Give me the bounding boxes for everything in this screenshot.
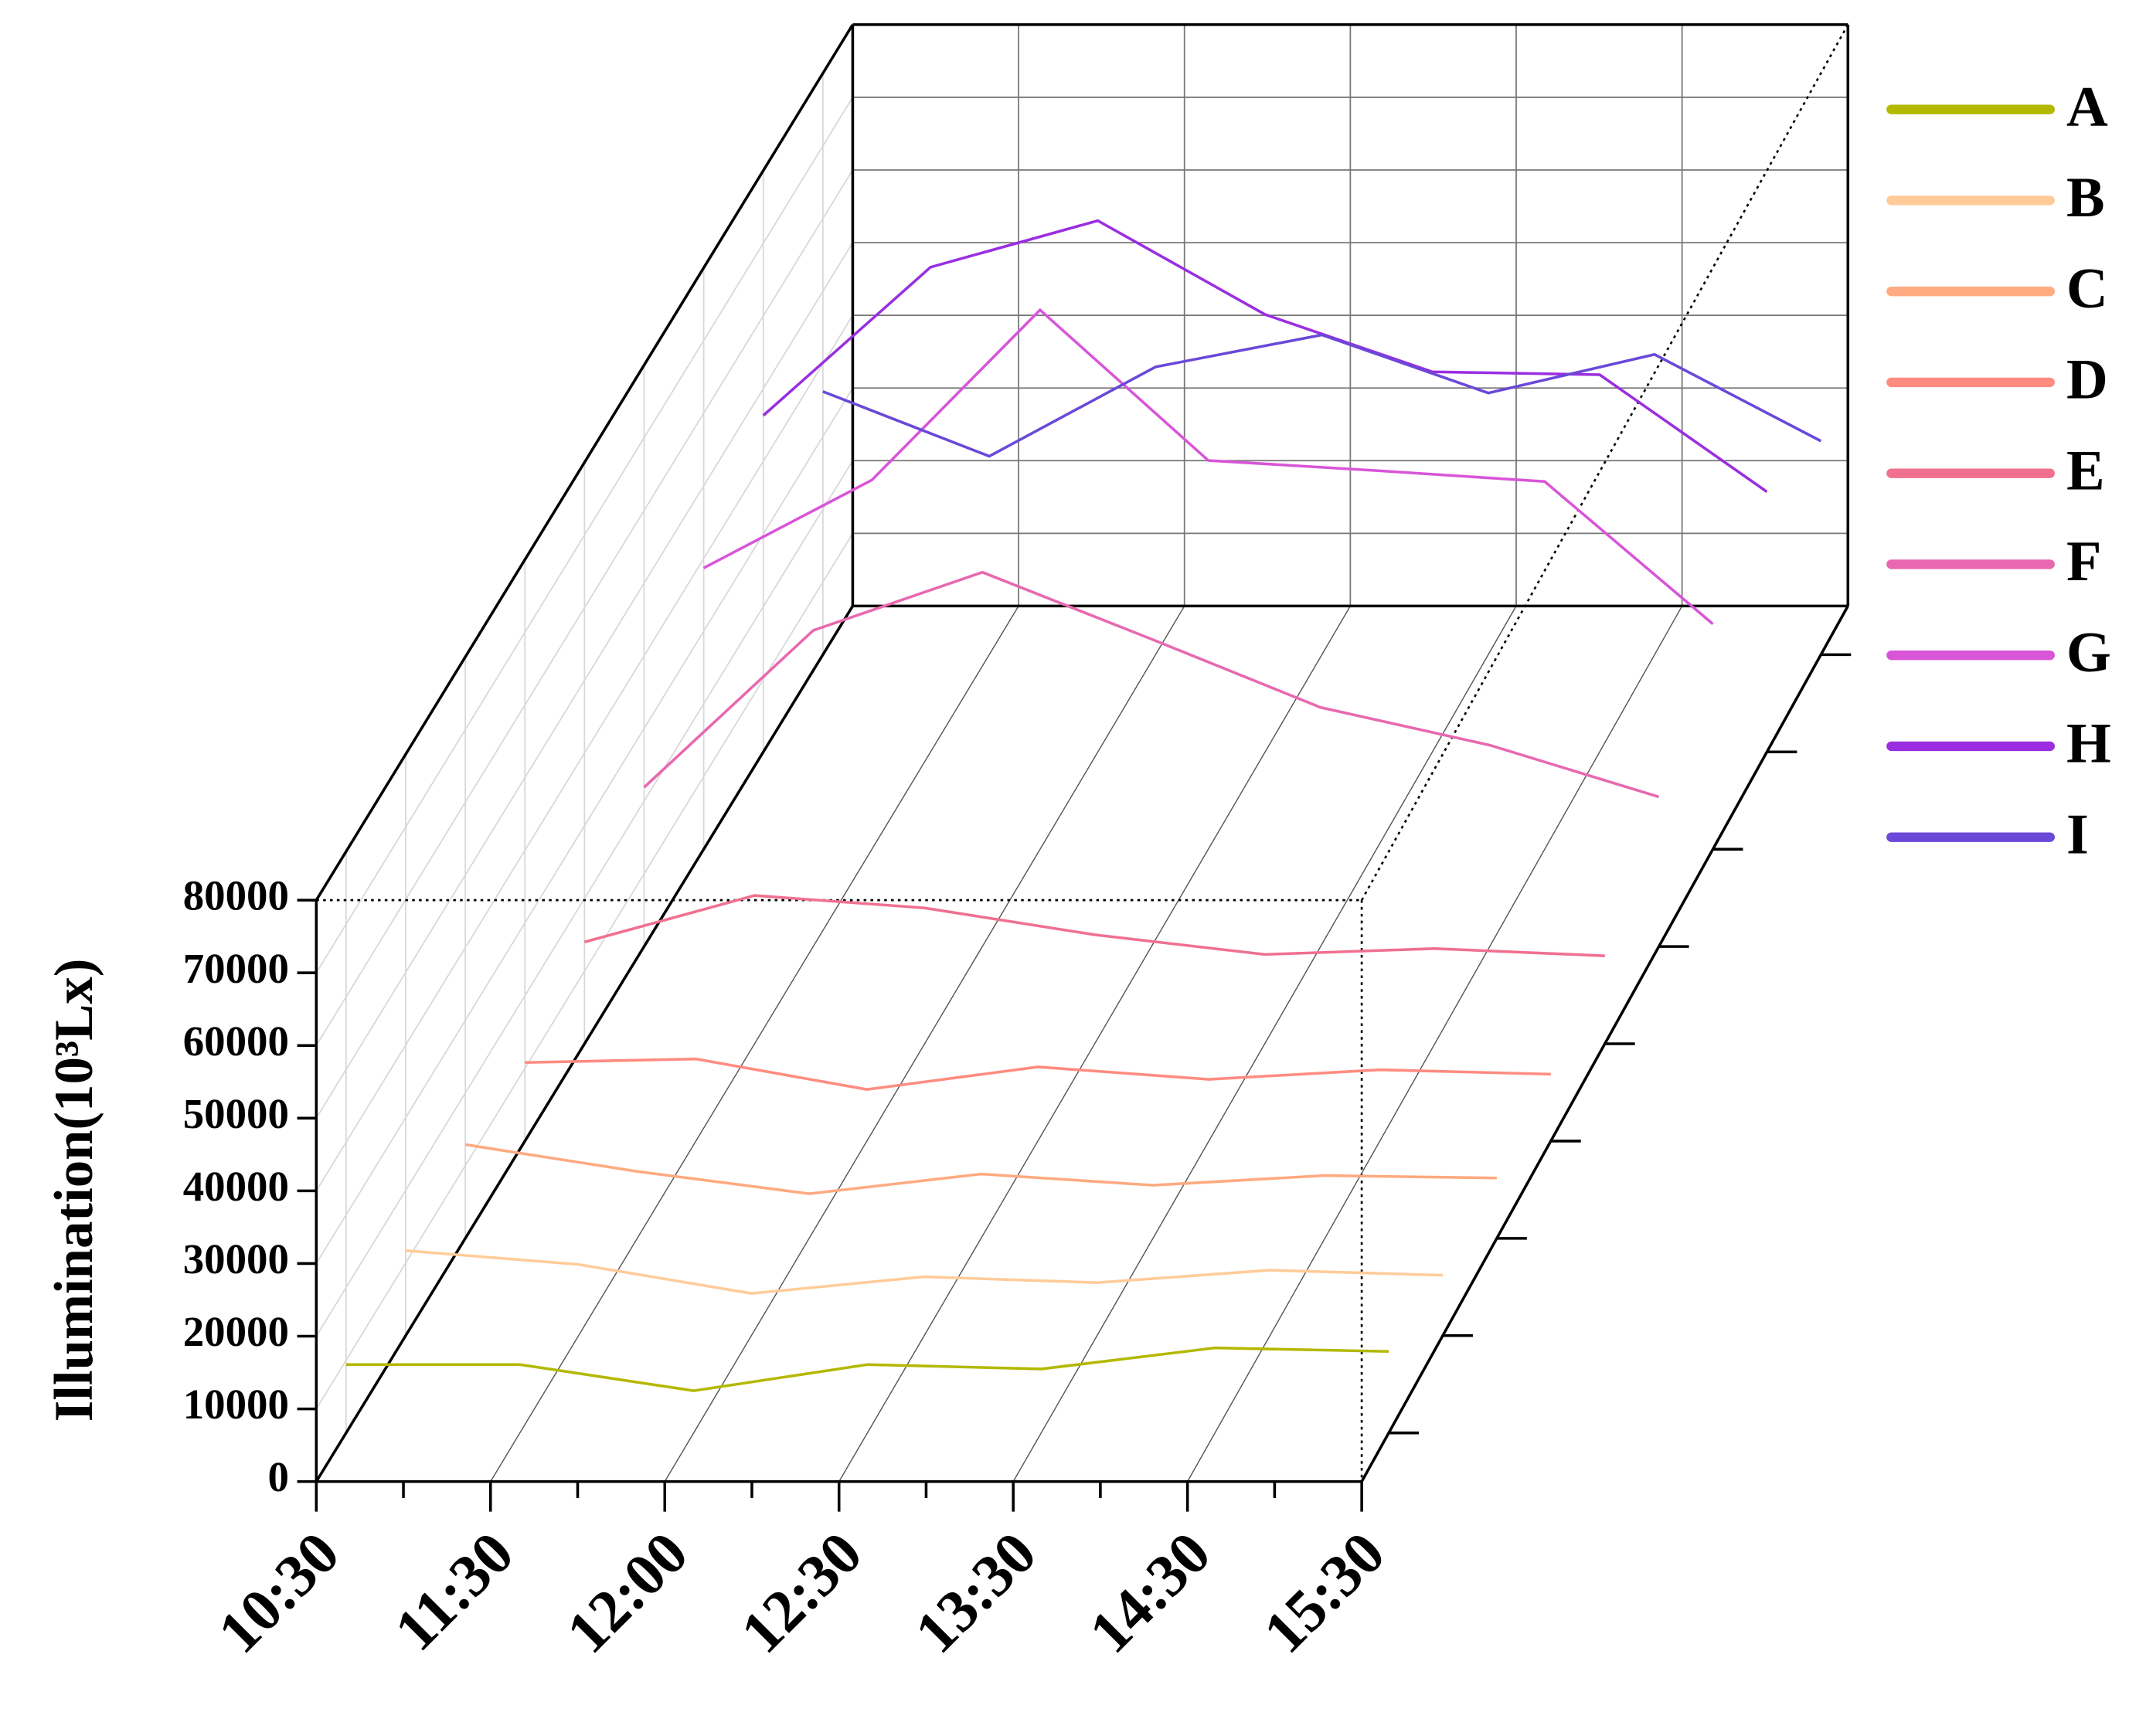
floor-grid-line [1012,606,1517,1483]
series-line [702,307,1714,625]
floor-grid-line [664,606,1185,1483]
y-tick-label: 50000 [183,1090,289,1137]
x-tick-label: 12:30 [728,1519,874,1665]
legend-label: E [2066,439,2105,502]
axis-line [315,605,854,1483]
x-tick-label: 11:30 [382,1519,525,1663]
series-line [345,1346,1389,1392]
y-tick-label: 70000 [183,945,289,992]
series-line [643,570,1660,799]
floor-grid-line [838,606,1351,1483]
legend-label: A [2066,75,2108,138]
axis-line [1360,24,1849,901]
x-tick-label: 13:30 [903,1519,1049,1665]
series-line [762,219,1768,494]
floor-grid-line [1187,606,1683,1483]
legend-label: I [2066,803,2089,866]
y-tick-label: 20000 [183,1308,289,1355]
series-line [464,1143,1497,1195]
series-line [405,1248,1443,1295]
legend-label: B [2066,166,2105,229]
floor-grid-line [490,606,1019,1483]
legend-label: F [2066,530,2101,593]
y-tick-label: 30000 [183,1235,289,1282]
series-line [525,1057,1551,1091]
x-tick-label: 14:30 [1076,1519,1223,1665]
series-line [583,894,1605,957]
y-tick-label: 0 [267,1453,288,1500]
legend-label: C [2066,257,2108,321]
y-tick-label: 60000 [183,1017,289,1065]
x-tick-label: 15:30 [1251,1519,1397,1665]
legend-label: G [2066,621,2111,685]
axis-line [315,23,854,902]
y-axis-title: Illumination(10³Lx) [44,959,104,1422]
series-line [822,333,1822,458]
y-tick-label: 10000 [183,1381,289,1428]
legend-label: H [2066,712,2111,776]
y-tick-label: 80000 [183,872,289,919]
y-tick-label: 40000 [183,1163,289,1210]
legend-label: D [2066,348,2108,412]
x-tick-label: 12:00 [554,1519,700,1665]
x-tick-label: 10:30 [206,1519,352,1665]
